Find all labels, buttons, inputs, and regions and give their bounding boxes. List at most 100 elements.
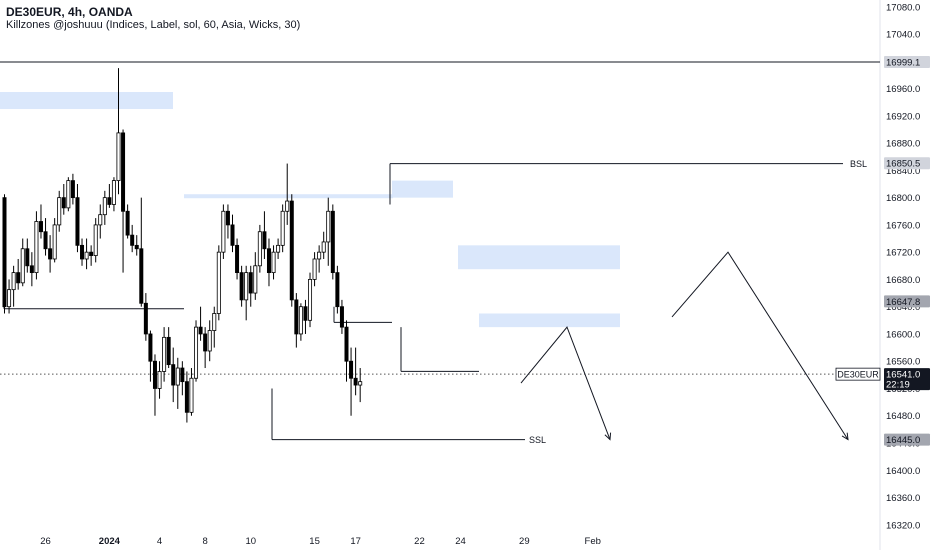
candle-up — [358, 381, 363, 386]
candle-down — [262, 231, 267, 250]
candle-up — [162, 336, 167, 372]
x-tick-label: 26 — [40, 536, 51, 547]
y-tick-label: 16320.0 — [886, 520, 920, 531]
candle-down — [134, 244, 139, 250]
projection-2 — [671, 251, 849, 440]
candle-down — [43, 231, 48, 250]
candle-up — [194, 326, 199, 379]
y-tick-label: 16560.0 — [886, 357, 920, 368]
candle-down — [125, 210, 130, 236]
candle-down — [303, 306, 308, 321]
x-tick-label: 17 — [350, 536, 361, 547]
symbol-tag: DE30EUR — [835, 367, 881, 381]
range-price-label-text: 16647.8 — [886, 297, 920, 308]
candle-down — [89, 251, 94, 256]
candle-down — [180, 367, 185, 383]
symbol-title[interactable]: DE30EUR, 4h, OANDA — [6, 5, 133, 19]
y-tick-label: 16880.0 — [886, 139, 920, 150]
candle-down — [38, 221, 43, 233]
y-tick-label: 16680.0 — [886, 275, 920, 286]
candle-down — [121, 132, 126, 212]
candle-up — [57, 197, 62, 226]
candle-down — [143, 302, 148, 335]
indicator-legend[interactable]: Killzones @joshuuu (Indices, Label, sol,… — [6, 19, 301, 31]
candle-down — [70, 180, 75, 199]
y-tick-label: 17040.0 — [886, 30, 920, 41]
candle-up — [221, 210, 226, 253]
y-tick-label: 16720.0 — [886, 248, 920, 259]
bsl-price-label-bg — [884, 157, 930, 170]
x-tick-label: 2024 — [99, 536, 121, 547]
projection-2-arrowhead — [841, 432, 849, 441]
asia-box-5 — [479, 313, 620, 328]
y-tick-label: 16480.0 — [886, 411, 920, 422]
x-tick-label: 24 — [455, 536, 466, 547]
current-price-label-countdown: 22:19 — [886, 380, 910, 391]
candle-down — [335, 272, 340, 308]
candle-up — [66, 180, 71, 209]
candle-up — [317, 251, 322, 260]
candle-down — [353, 377, 358, 386]
projection-1-arrowhead — [604, 432, 612, 441]
candle-up — [212, 313, 217, 331]
y-tick-label: 16800.0 — [886, 193, 920, 204]
candle-up — [93, 224, 98, 256]
candle-up — [216, 251, 221, 314]
candle-down — [289, 200, 294, 301]
plot-area — [0, 0, 880, 535]
candle-down — [330, 210, 335, 274]
candle-down — [80, 244, 85, 260]
ssl-price-label-bg — [884, 433, 930, 446]
candle-up — [7, 289, 12, 308]
candle-down — [248, 272, 253, 294]
candle-down — [107, 197, 112, 205]
candle-up — [111, 180, 116, 205]
candle-up — [271, 251, 276, 274]
y-tick-label: 16640.0 — [886, 302, 920, 313]
candle-down — [294, 299, 299, 335]
candle-down — [48, 248, 53, 260]
y-tick-label: 16840.0 — [886, 166, 920, 177]
candle-down — [198, 326, 203, 335]
daily-high-label-bg — [884, 55, 930, 68]
candle-down — [339, 306, 344, 328]
candle-up — [98, 214, 103, 226]
candle-up — [312, 258, 317, 280]
candle-up — [84, 251, 89, 260]
candle-up — [11, 272, 16, 291]
candle-up — [157, 371, 162, 389]
candle-down — [139, 248, 144, 304]
price-axis-pane — [880, 0, 932, 550]
daily-high-label-text: 16999.1 — [886, 57, 920, 68]
level-label-ssl: SSL — [529, 435, 546, 445]
candle-down — [29, 265, 34, 274]
candle-up — [285, 200, 290, 212]
range-price-label: 16647.8 — [884, 295, 930, 308]
candle-up — [298, 306, 303, 335]
y-tick-label: 17080.0 — [886, 2, 920, 13]
candle-down — [344, 326, 349, 362]
candle-down — [16, 272, 21, 284]
level-label-bsl: BSL — [850, 159, 867, 169]
candle-down — [266, 248, 271, 274]
candle-up — [244, 272, 249, 301]
asia-box-4 — [458, 245, 620, 270]
candle-up — [102, 197, 107, 216]
candle-up — [189, 377, 194, 413]
daily-high-label: 16999.1 — [884, 55, 930, 68]
symbol-tag-bg — [835, 367, 881, 381]
x-tick-label: Feb — [585, 536, 601, 547]
y-tick-label: 16400.0 — [886, 466, 920, 477]
candle-down — [225, 210, 230, 226]
candle-up — [207, 330, 212, 352]
candle-down — [25, 248, 30, 267]
candle-down — [239, 272, 244, 301]
x-tick-label: 22 — [414, 536, 425, 547]
candle-up — [34, 221, 39, 274]
range-price-label-bg — [884, 295, 930, 308]
asia-box-2 — [184, 194, 393, 199]
candle-up — [257, 231, 262, 267]
candle-down — [130, 234, 135, 246]
